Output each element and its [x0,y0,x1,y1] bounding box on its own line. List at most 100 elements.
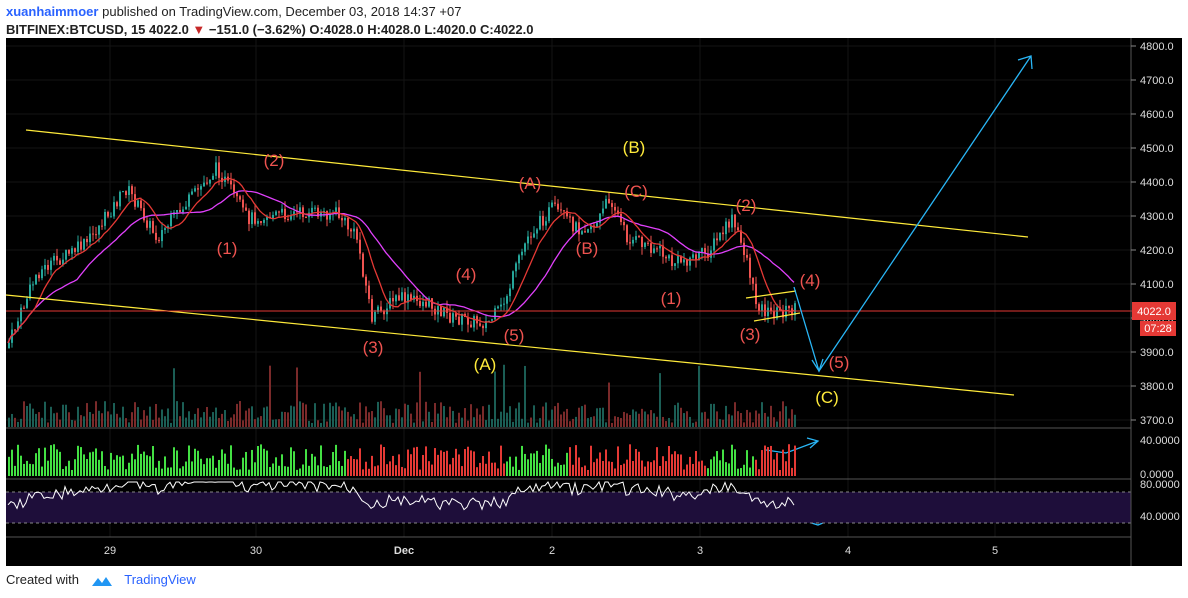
arrowhead-icon [811,358,824,373]
oscillator-bar [317,465,319,476]
oscillator-bar [557,462,559,476]
volume-bar [521,418,523,427]
tradingview-link[interactable]: TradingView [124,572,196,587]
candle-body [683,259,685,263]
oscillator-bar [410,454,412,476]
oscillator-bar [335,444,337,476]
oscillator-bar [644,466,646,476]
volume-bar [62,404,64,427]
volume-bar [332,406,334,427]
candle-body [605,198,607,209]
arrowhead-icon [806,437,820,449]
time-axis[interactable]: 29 30 Dec 2 3 4 5 [104,545,998,557]
candle-body [554,202,556,204]
oscillator-bar [629,444,631,476]
oscillator-bar [716,451,718,476]
arrowhead-icon [1017,55,1033,70]
candle-body [638,236,640,238]
volume-bar [263,407,265,427]
volume-bar [767,416,769,427]
oscillator-bar [779,469,781,476]
oscillator-bar [92,451,94,476]
volume-bar [407,404,409,427]
volume-bar [530,417,532,427]
candle-body [692,254,694,258]
volume-bar [608,382,610,427]
low-value: 4020.0 [436,22,477,37]
candle-body [539,215,541,230]
volume-bar [422,421,424,427]
oscillator-bar [110,452,112,476]
volume-bar [14,417,16,427]
candle-body [443,307,445,317]
volume-bar [629,414,631,427]
oscillator-bar [599,452,601,476]
oscillator-bar [227,463,229,476]
candle-body [725,221,727,235]
candle-body [233,184,235,193]
oscillator-bar [65,466,67,476]
oscillator-bar [62,469,64,476]
volume-bar [329,402,331,427]
channel-lower-line[interactable] [6,294,1015,396]
oscillator-bar [683,469,685,476]
channel-upper-line[interactable] [25,129,1029,238]
oscillator-bar [551,458,553,476]
volume-bar [560,414,562,427]
bar-countdown-label: 07:28 [1144,323,1172,335]
volume-bar [89,412,91,427]
candle-body [182,209,184,213]
candle-body [344,217,346,221]
candle-body [599,213,601,223]
candle-body [359,239,361,254]
candle-body [743,242,745,255]
oscillator-bar [59,451,61,476]
oscillator-bar [260,444,262,476]
candle-body [305,217,307,219]
volume-bar [722,419,724,427]
oscillator-bar [290,447,292,476]
candle-body [401,292,403,301]
oscillator-bar [770,445,772,476]
oscillator-bar [269,467,271,476]
volume-bar [656,416,658,427]
volume-bar [281,411,283,427]
volume-bar [674,405,676,427]
volume-bar [77,406,79,427]
volume-bar [794,414,796,427]
volume-bar [191,419,193,427]
chart-canvas[interactable]: (2) (1) (3) (4) (5) (A) (A) (B) (C) (B) (1) (2) (3) (… [6,38,1182,566]
oscillator-bar [542,455,544,476]
oscillator-bar [248,469,250,476]
volume-bar [605,422,607,427]
volume-bar [203,412,205,427]
wedge-upper-line[interactable] [745,290,797,299]
volume-bar [707,418,709,427]
fast-moving-average-line [7,177,795,344]
rsi-line [7,480,795,511]
volume-bar [725,405,727,427]
volume-bar [47,422,49,427]
oscillator-bar [506,461,508,476]
oscillator-bar [464,449,466,476]
volume-bar [188,411,190,427]
oscillator-bar [614,468,616,476]
volume-bar [482,406,484,427]
wedge-lower-line[interactable] [753,312,801,322]
candle-body [410,294,412,300]
oscillator-bar [371,455,373,476]
volume-bar [242,420,244,427]
chart-svg[interactable]: (2) (1) (3) (4) (5) (A) (A) (B) (C) (B) (1) (2) (3) (… [6,38,1182,566]
author-link[interactable]: xuanhaimmoer [6,4,99,19]
volume-bar [743,422,745,427]
volume-bar [74,420,76,427]
volume-bar [8,417,10,427]
price-axis[interactable]: 4800.0 4700.0 4600.0 4500.0 4400.0 4300.0 4200… [1131,41,1180,523]
candle-body [503,303,505,305]
volume-bar [659,373,661,427]
candle-body [158,239,160,242]
oscillator-bar [668,446,670,476]
volume-bar [110,414,112,427]
candle-body [404,292,406,303]
volume-bar [362,422,364,427]
